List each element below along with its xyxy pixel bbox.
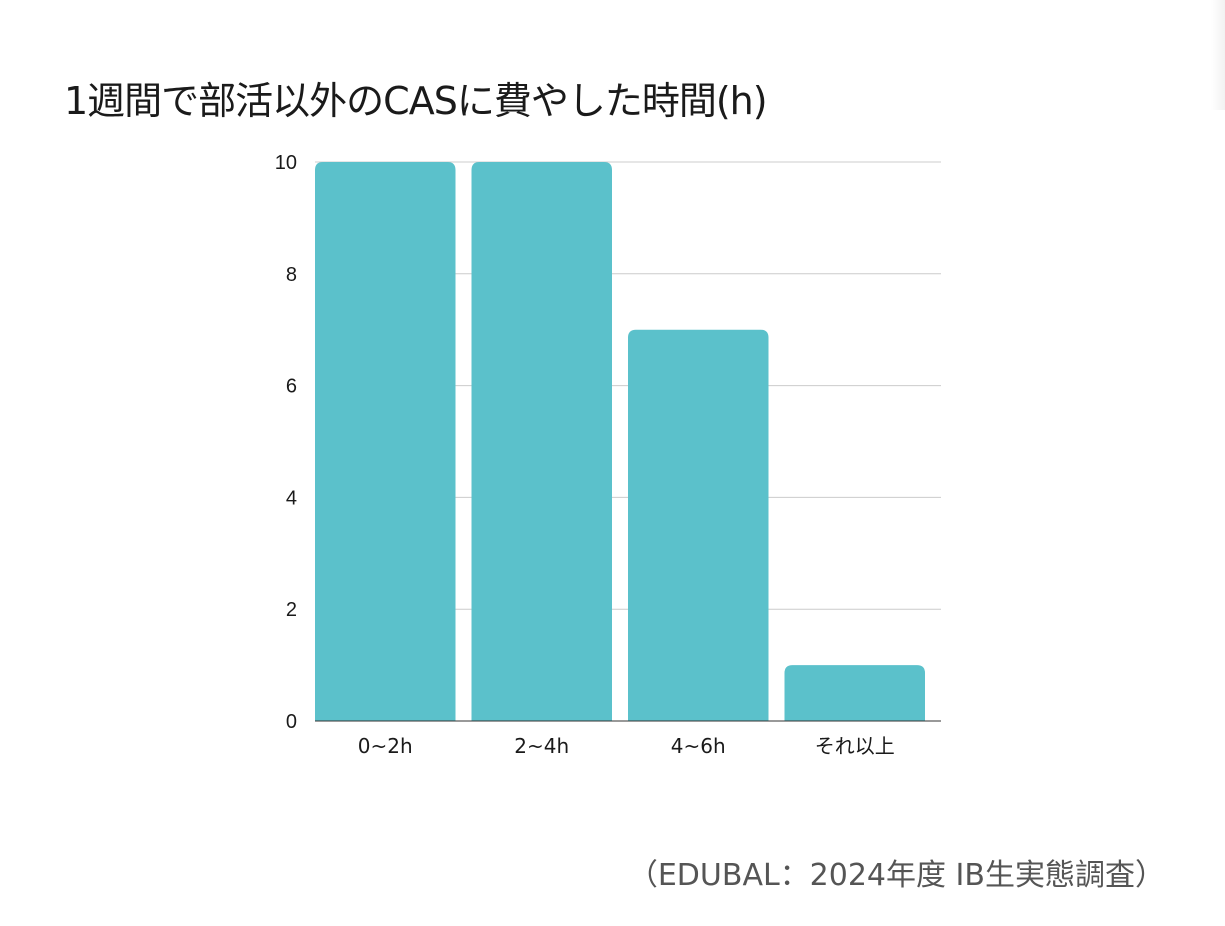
y-tick-label: 8 [286, 264, 297, 286]
x-tick-label: 2~4h [514, 734, 569, 758]
y-tick-label: 2 [286, 599, 297, 621]
bar [628, 329, 769, 721]
bar [784, 665, 925, 721]
y-tick-label: 6 [286, 376, 297, 398]
y-tick-label: 4 [286, 487, 297, 509]
y-tick-label: 10 [275, 152, 297, 174]
x-tick-label: 0~2h [358, 734, 413, 758]
edge-shadow [1211, 0, 1225, 110]
chart-title: 1週間で部活以外のCASに費やした時間(h) [64, 79, 768, 123]
y-tick-label: 0 [286, 711, 297, 733]
bar [315, 162, 456, 721]
x-tick-label: 4~6h [671, 734, 726, 758]
bar [471, 162, 612, 721]
x-tick-label: それ以上 [815, 734, 895, 758]
source-note: （EDUBAL：2024年度 IB生実態調査） [627, 858, 1165, 893]
